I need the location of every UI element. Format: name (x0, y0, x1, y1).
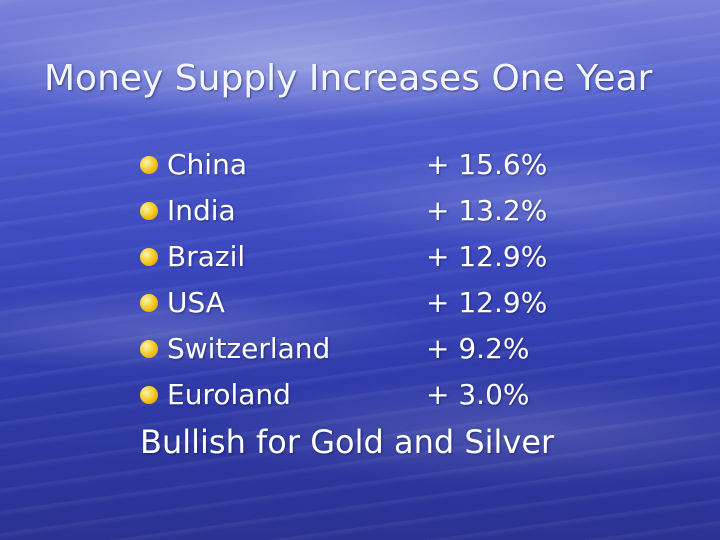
country-label: China (167, 148, 247, 181)
bullet-icon (140, 248, 158, 266)
conclusion-text: Bullish for Gold and Silver (140, 423, 555, 461)
list-item-switzerland: Switzerland + 9.2% (140, 326, 570, 372)
list-item-india: India + 13.2% (140, 188, 570, 234)
increase-value: + 12.9% (426, 286, 548, 319)
list-item-usa: USA + 12.9% (140, 280, 570, 326)
country-label: Brazil (167, 240, 246, 273)
country-label: Euroland (167, 378, 291, 411)
bullet-icon (140, 156, 158, 174)
country-label: USA (167, 286, 225, 319)
increase-value: + 15.6% (426, 148, 548, 181)
list-item-china: China + 15.6% (140, 142, 570, 188)
increase-value: + 9.2% (426, 332, 530, 365)
bullet-icon (140, 294, 158, 312)
bullet-icon (140, 340, 158, 358)
increase-value: + 13.2% (426, 194, 548, 227)
bullet-icon (140, 386, 158, 404)
bullet-icon (140, 202, 158, 220)
list-item-euroland: Euroland + 3.0% (140, 372, 570, 418)
list-item-brazil: Brazil + 12.9% (140, 234, 570, 280)
country-label: India (167, 194, 236, 227)
slide-title: Money Supply Increases One Year (44, 58, 653, 99)
increase-value: + 12.9% (426, 240, 548, 273)
increase-value: + 3.0% (426, 378, 530, 411)
country-label: Switzerland (167, 332, 331, 365)
money-supply-list: China + 15.6% India + 13.2% Brazil + 12.… (140, 142, 570, 418)
